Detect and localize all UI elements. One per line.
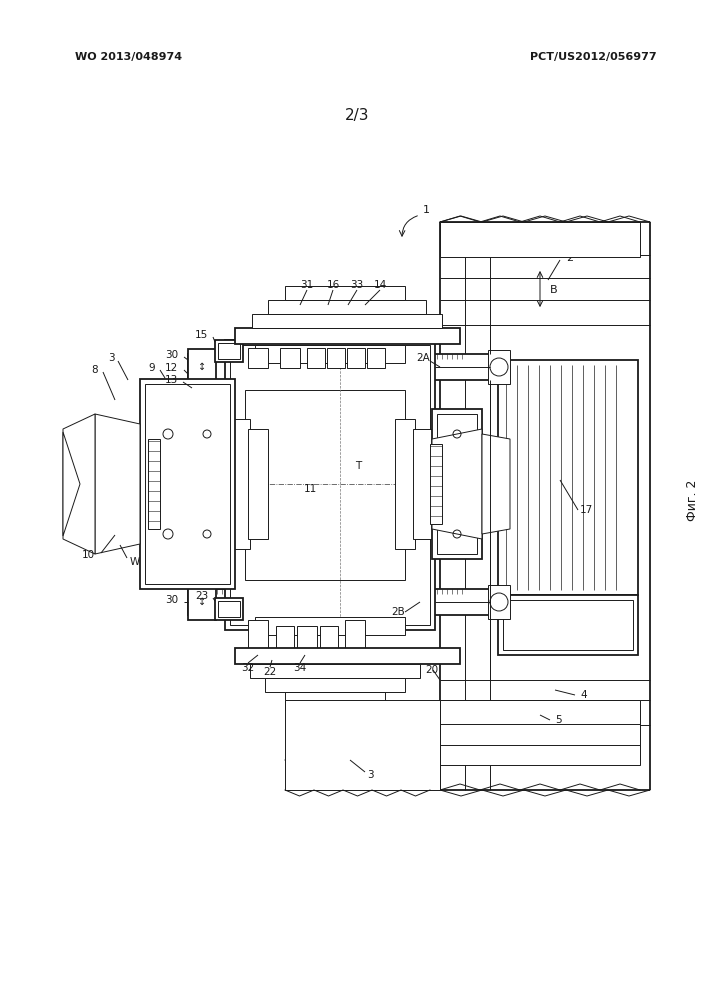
Bar [440, 745, 640, 765]
Bar [300, 710, 370, 725]
Polygon shape [63, 432, 80, 536]
Bar [345, 620, 365, 650]
Bar [215, 598, 243, 620]
Text: 2/3: 2/3 [345, 108, 369, 123]
Bar [215, 340, 243, 362]
Bar [437, 414, 477, 554]
Bar [297, 626, 317, 650]
Text: 20: 20 [425, 665, 438, 675]
Text: 4: 4 [580, 690, 586, 700]
Bar [235, 328, 460, 344]
Text: 2B: 2B [391, 607, 405, 617]
Text: 16: 16 [326, 280, 340, 290]
Text: 33: 33 [350, 280, 364, 290]
Bar [248, 429, 268, 539]
Text: 8: 8 [92, 365, 98, 375]
Bar [276, 626, 294, 650]
Text: 2A: 2A [416, 353, 430, 363]
Bar [285, 692, 385, 710]
Bar [488, 350, 510, 384]
Bar [395, 419, 415, 549]
Bar [440, 222, 640, 257]
Bar [252, 314, 442, 328]
Bar [285, 700, 440, 790]
Text: 10: 10 [82, 550, 95, 560]
Bar [145, 384, 230, 584]
Bar [307, 348, 325, 368]
Text: ↕: ↕ [198, 362, 206, 372]
Bar [285, 286, 405, 300]
Text: 22: 22 [263, 667, 277, 677]
Bar [503, 600, 633, 650]
Text: 17: 17 [580, 505, 593, 515]
Bar [248, 620, 268, 650]
Bar [488, 585, 510, 619]
Bar [218, 343, 240, 359]
Bar [320, 626, 338, 650]
Bar [440, 700, 640, 725]
Bar [140, 379, 235, 589]
Bar [235, 648, 460, 664]
Bar [225, 340, 435, 630]
Bar [250, 664, 420, 678]
Polygon shape [482, 434, 510, 534]
Bar [413, 429, 433, 539]
Text: 3: 3 [109, 353, 115, 363]
Text: 3: 3 [367, 770, 373, 780]
Bar [430, 444, 442, 524]
Bar [230, 345, 430, 625]
Text: 34: 34 [293, 663, 307, 673]
Text: W: W [130, 557, 140, 567]
Polygon shape [63, 414, 95, 554]
Bar [265, 678, 405, 692]
Text: ↕: ↕ [198, 597, 206, 607]
Polygon shape [95, 414, 140, 554]
Bar [280, 348, 300, 368]
Text: 1: 1 [423, 205, 430, 215]
Bar [218, 601, 240, 617]
Bar [268, 300, 426, 314]
Text: PCT/US2012/056977: PCT/US2012/056977 [530, 52, 656, 62]
Text: 9: 9 [149, 363, 155, 373]
Text: 30: 30 [165, 350, 178, 360]
Text: 32: 32 [242, 663, 255, 673]
Text: Фиг. 2: Фиг. 2 [686, 479, 699, 521]
Bar [255, 345, 405, 363]
Bar [188, 349, 216, 385]
Bar [245, 390, 405, 580]
Text: 5: 5 [555, 715, 561, 725]
Text: WO 2013/048974: WO 2013/048974 [75, 52, 182, 62]
Bar [188, 354, 493, 380]
Text: 14: 14 [373, 280, 387, 290]
Text: 15: 15 [194, 330, 208, 340]
Text: 11: 11 [303, 484, 317, 494]
Text: T: T [355, 461, 361, 471]
Bar [188, 584, 216, 620]
Bar [440, 724, 640, 746]
Bar [248, 348, 268, 368]
Bar [255, 617, 405, 635]
Bar [327, 348, 345, 368]
Bar [498, 595, 638, 655]
Text: 13: 13 [164, 375, 178, 385]
Bar [347, 348, 365, 368]
Bar [188, 589, 493, 615]
Text: 12: 12 [164, 363, 178, 373]
Bar [230, 419, 250, 549]
Text: B: B [550, 285, 558, 295]
Text: 30: 30 [165, 595, 178, 605]
Bar [498, 360, 638, 595]
Text: 31: 31 [300, 280, 314, 290]
Polygon shape [432, 429, 482, 539]
Bar [432, 409, 482, 559]
Bar [367, 348, 385, 368]
Bar [148, 439, 160, 529]
Text: 2: 2 [566, 253, 573, 263]
Text: 23: 23 [194, 591, 208, 601]
